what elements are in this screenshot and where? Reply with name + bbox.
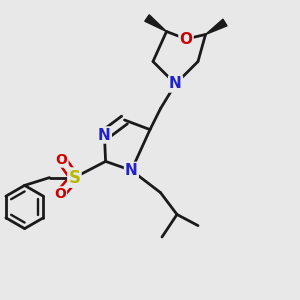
Text: O: O	[56, 153, 68, 166]
Text: S: S	[68, 169, 80, 187]
Polygon shape	[145, 15, 167, 32]
Polygon shape	[206, 19, 227, 34]
Text: O: O	[179, 32, 193, 46]
Text: N: N	[125, 163, 138, 178]
Text: N: N	[169, 76, 182, 92]
Text: N: N	[98, 128, 111, 142]
Text: O: O	[54, 188, 66, 201]
